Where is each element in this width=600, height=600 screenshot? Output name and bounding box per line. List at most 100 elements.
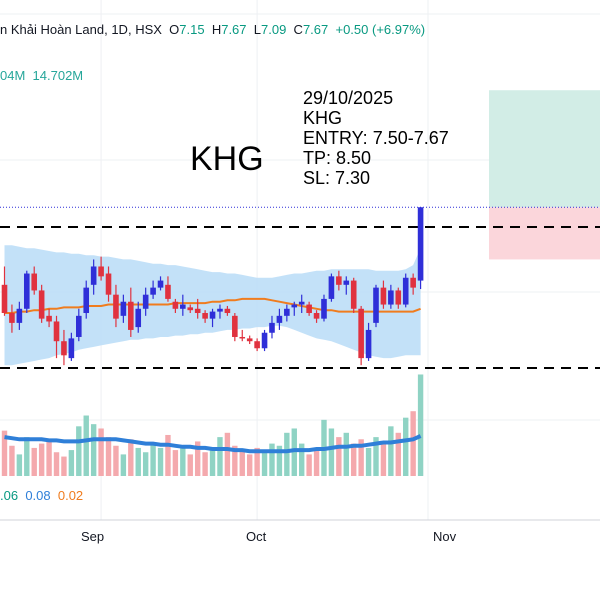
candle [105,266,112,302]
high-label: H [211,22,222,37]
candle-body [16,308,23,323]
x-tick-label: Sep [81,529,105,544]
candle-body [194,308,201,314]
volume-bar [165,434,171,476]
candle [209,308,216,328]
change-value: +0.50 (+6.97%) [335,22,426,37]
candle-body [172,301,179,309]
candle [9,304,15,333]
bollinger-band [4,245,421,366]
candle [298,294,305,314]
candle-body [246,338,253,342]
candle-body [90,266,97,285]
candle-body [53,321,60,342]
candle [180,294,186,316]
candle [83,280,90,319]
volume-bar [209,447,216,476]
indicator-value-3: 0.02 [57,488,84,503]
candle-body [343,280,350,285]
symbol-name: n Khải Hoàn Land [0,22,105,37]
candle [157,276,164,291]
candle [120,294,127,323]
volume-bar [373,437,379,476]
volume-bar [120,454,127,476]
candle-body [306,304,312,314]
x-tick-label: Nov [433,529,457,544]
candle [276,308,283,330]
candle [313,310,320,323]
volume-bar [61,456,67,476]
volume-bar [90,424,97,476]
candle-body [142,294,149,309]
volume-bar [358,439,364,476]
candle [150,280,156,299]
volume-bar [172,450,179,476]
candle-body [239,336,246,339]
candle-body [395,290,402,305]
candle [165,276,171,302]
candle [358,305,364,366]
candle [31,266,38,295]
volume-bar [343,432,349,476]
volume-bar [135,447,141,476]
candle [232,313,238,342]
candle-body [224,308,231,314]
candle [284,304,290,322]
candle [187,304,194,314]
candle [61,329,67,366]
candle-body [83,287,90,314]
candle-body [98,266,104,277]
candle-body [105,273,112,295]
candle-body [46,315,52,322]
volume-bar [76,426,82,476]
volume-bar [232,445,238,476]
candle [373,284,379,328]
candle [350,277,357,314]
volume-bar [261,452,268,476]
volume-bar [68,450,75,476]
candle [343,276,350,295]
candle [194,298,201,319]
candle-body [388,290,394,305]
candle [142,287,149,316]
volume-bar [46,439,52,476]
candle [306,301,312,316]
volume-bar [187,454,193,476]
candle-body [261,332,268,349]
low-label: L [253,22,261,37]
candle [46,308,52,328]
annotation-entry: ENTRY: 7.50-7.67 [303,128,449,148]
candle [254,338,260,352]
volume-bar [180,445,186,476]
volume-ma-line [4,434,422,454]
x-tick-label: Oct [246,529,267,544]
candle [388,284,394,309]
open-value: 7.15 [179,22,205,37]
volume-bar [239,450,245,476]
candle-body [1,284,8,314]
volume-bar [388,426,394,476]
candle-body [135,308,142,328]
volume-bar [157,447,164,476]
stop-loss-zone [489,207,600,260]
indicator-legend: .06 0.08 0.02 [0,488,83,503]
candle-body [336,276,342,285]
candle [38,284,45,323]
candle [68,332,75,361]
annotation-date: 29/10/2025 [303,88,394,108]
candle [135,301,142,333]
volume-bar [83,415,89,476]
volume-bars [1,374,424,476]
candle-body [365,329,372,359]
candle [1,266,8,316]
candle [365,322,372,361]
candle [410,273,416,295]
candle-body [9,313,15,323]
candle-body [76,315,82,337]
candle-body [209,311,216,319]
volume-bar [291,428,297,476]
candle-body [157,280,164,288]
candle [380,280,387,309]
trade-annotation: 29/10/2025 KHG ENTRY: 7.50-7.67 TP: 8.50… [303,88,449,188]
